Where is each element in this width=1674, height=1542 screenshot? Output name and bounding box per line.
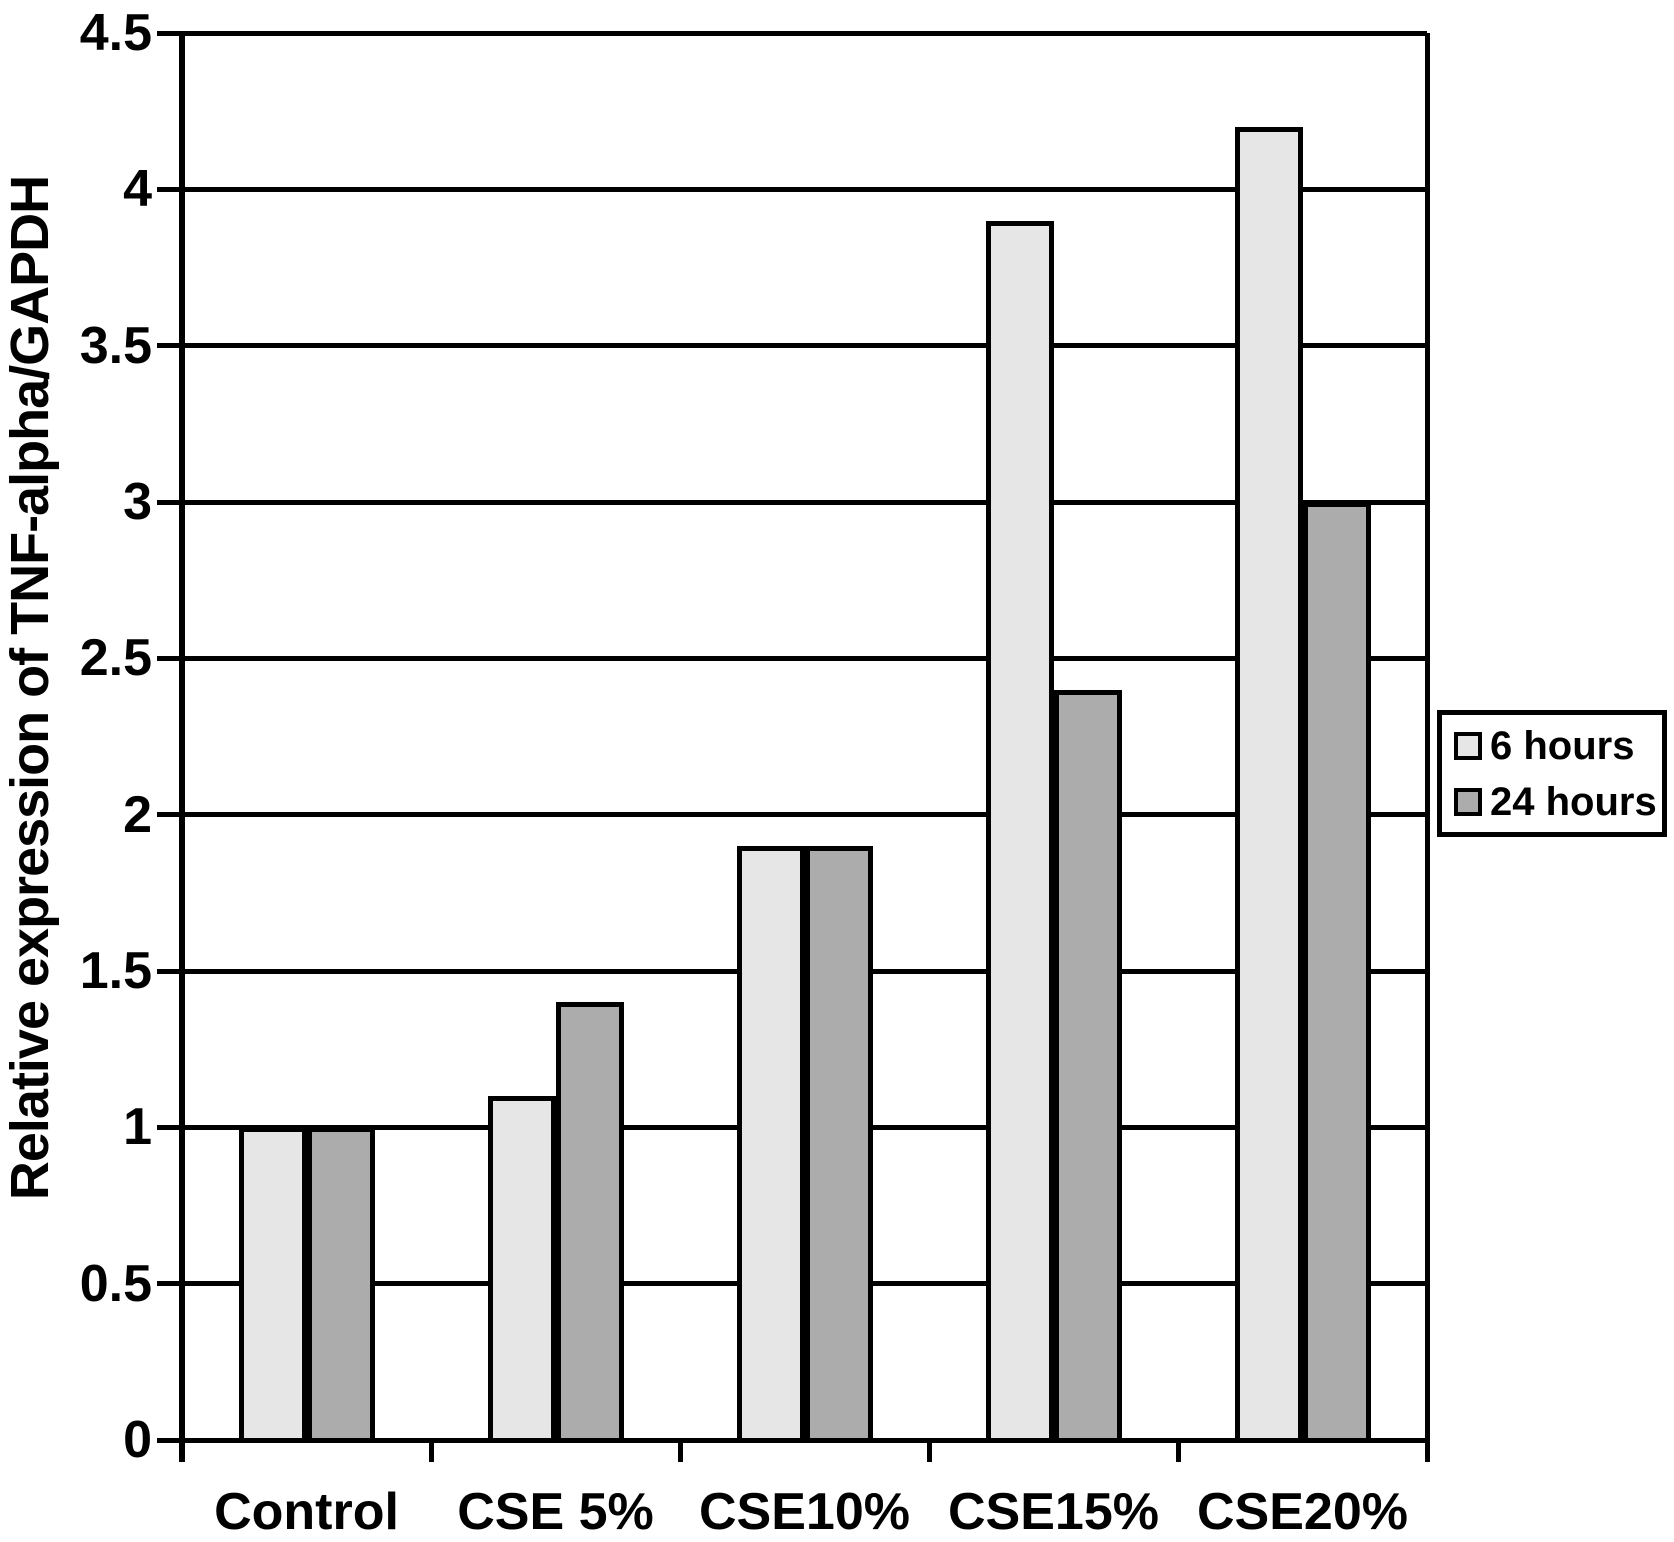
bar-24-hours-control: [306, 1127, 375, 1440]
gridline: [182, 655, 1427, 661]
gridline: [182, 186, 1427, 192]
y-axis-tick: [157, 655, 182, 661]
legend-swatch-24-hours-icon: [1454, 787, 1482, 816]
y-tick-label: 1: [123, 1098, 152, 1157]
legend-label-24-hours: 24 hours: [1490, 779, 1657, 824]
bar-6-hours-cse15: [985, 220, 1054, 1440]
legend-swatch-6-hours-icon: [1454, 731, 1482, 760]
y-axis-tick: [157, 186, 182, 192]
y-axis-tick: [157, 1124, 182, 1130]
legend-item-24-hours: 24 hours: [1454, 780, 1662, 824]
legend-label-6-hours: 6 hours: [1490, 723, 1635, 768]
bar-24-hours-cse-5: [555, 1002, 624, 1440]
y-tick-label: 2.5: [79, 629, 152, 688]
plot-area: 4.5 4 3.5 3 2.5 2 1.5 1 0.5 0 Control CSE 5% CSE10% C…: [80, 7, 1430, 1541]
legend: 6 hours 24 hours: [1437, 710, 1667, 837]
gridline: [182, 499, 1427, 505]
bar-24-hours-cse15: [1053, 689, 1122, 1440]
y-tick-label: 0: [123, 1411, 152, 1469]
y-axis-tick: [157, 499, 182, 505]
bar-24-hours-cse10: [804, 845, 873, 1440]
x-axis-line: [182, 1437, 1427, 1443]
bar-6-hours-cse20: [1234, 126, 1303, 1440]
y-tick-label: 3.5: [79, 316, 152, 375]
y-axis-line: [179, 33, 185, 1462]
y-axis-tick: [157, 1281, 182, 1287]
x-axis-tick: [677, 1440, 683, 1462]
y-axis-tick: [157, 812, 182, 818]
y-axis-tick: [157, 30, 182, 36]
y-tick-label: 0.5: [79, 1254, 152, 1313]
bar-6-hours-control: [238, 1127, 307, 1440]
y-tick-label: 3: [123, 473, 152, 531]
x-axis-tick: [428, 1440, 434, 1462]
gridline: [182, 30, 1427, 36]
x-category-label: CSE20%: [1197, 1483, 1408, 1541]
y-tick-label: 4: [123, 160, 152, 219]
y-axis-tick: [157, 1437, 182, 1443]
bar-24-hours-cse20: [1302, 502, 1371, 1440]
x-axis-tick: [1175, 1440, 1181, 1462]
x-axis-tick: [926, 1440, 932, 1462]
x-category-label: CSE10%: [699, 1483, 910, 1541]
plot-right-frame: [1424, 33, 1430, 1462]
x-category-label: CSE 5%: [457, 1483, 654, 1541]
gridline: [182, 343, 1427, 349]
y-tick-label: 4.5: [79, 4, 152, 62]
y-tick-label: 2: [123, 785, 152, 844]
bar-6-hours-cse-5: [487, 1096, 556, 1440]
y-axis-tick: [157, 343, 182, 349]
legend-item-6-hours: 6 hours: [1454, 724, 1662, 768]
x-category-label: CSE15%: [948, 1483, 1159, 1541]
bar-6-hours-cse10: [736, 845, 805, 1440]
gridline: [182, 812, 1427, 818]
y-tick-label: 1.5: [79, 942, 152, 1000]
x-category-label: Control: [214, 1483, 399, 1541]
y-axis-tick: [157, 968, 182, 974]
